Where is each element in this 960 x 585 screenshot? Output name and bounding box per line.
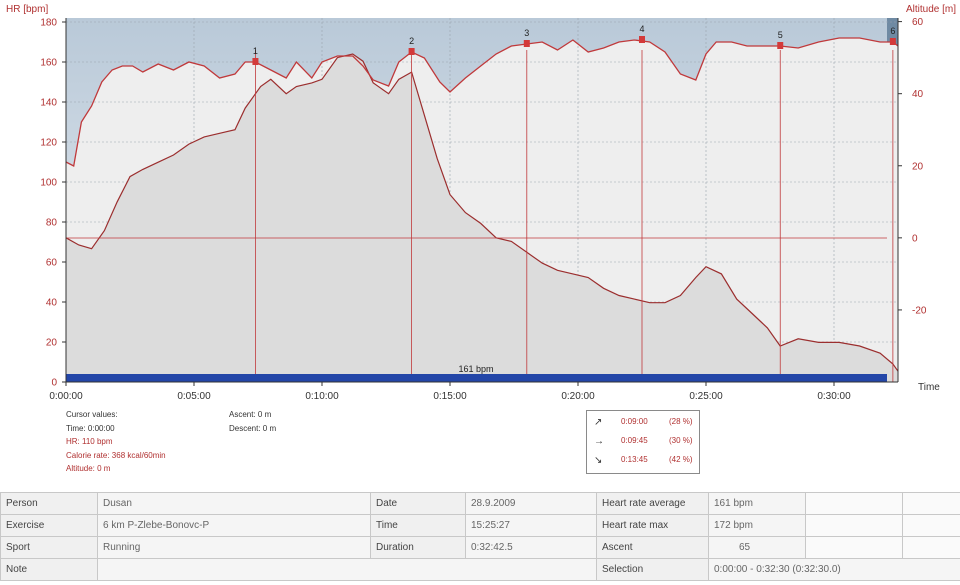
ascent-descent-panel: Ascent: 0 m Descent: 0 m [229,408,276,435]
info-row-exercise: Exercise 6 km P-Zlebe-Bonovc-P Time 15:2… [0,514,960,537]
left-tick-label: 40 [46,298,58,309]
up-arrow-icon: ↗ [594,417,603,428]
lap-label: 5 [778,30,783,40]
uphill-row: ↗ 0:09:00 (28 %) [587,417,699,433]
hr-line [65,37,899,167]
exercise-info-table: Person Dusan Date 28.9.2009 Heart rate a… [0,492,960,581]
cursor-calorie: Calorie rate: 368 kcal/60min [66,450,166,460]
time-axis-label: Time [918,382,940,393]
info-row-sport: Sport Running Duration 0:32:42.5 Ascent … [0,536,960,559]
left-tick-label: 140 [40,98,57,109]
hr-max-value: 172 bpm [708,514,806,537]
x-tick-label: 0:10:00 [305,391,339,402]
cursor-altitude: Altitude: 0 m [66,464,111,473]
uphill-time: 0:09:00 [621,417,648,426]
hr-average-label: Heart rate average [596,492,709,515]
ascent-total-value: 65 [708,536,806,559]
altitude-line [65,53,899,372]
heart-rate-chart[interactable]: 1 2 3 4 5 6 161 bpm 0 20 40 60 80 100 120 140 160 180 -20… [0,0,960,405]
left-tick-label: 80 [46,218,58,229]
sport-value: Running [97,536,371,559]
down-arrow-icon: ↘ [594,455,603,466]
hr-max-label: Heart rate max [596,514,709,537]
hr-average-value: 161 bpm [708,492,806,515]
altitude-axis-label: Altitude [m] [905,4,956,15]
empty-cell [902,514,960,537]
right-arrow-icon: → [594,436,604,447]
altitude-area [66,54,898,382]
time-value: 15:25:27 [465,514,597,537]
left-tick-label: 20 [46,338,58,349]
x-tick-label: 0:15:00 [433,391,467,402]
date-value: 28.9.2009 [465,492,597,515]
flat-time: 0:09:45 [621,436,648,445]
hr-axis-label: HR [bpm] [6,4,49,15]
left-tick-label: 160 [40,58,57,69]
cursor-values-panel: Cursor values: Time: 0:00:00 HR: 110 bpm… [66,408,166,476]
flat-row: → 0:09:45 (30 %) [587,436,699,452]
cursor-hr: HR: 110 bpm [66,437,113,446]
x-tick-label: 0:05:00 [177,391,211,402]
sport-label: Sport [0,536,98,559]
lap-marker [639,36,645,43]
empty-cell [902,492,960,515]
time-label: Time [370,514,466,537]
slope-summary-box: ↗ 0:09:00 (28 %) → 0:09:45 (30 %) ↘ 0:13… [586,410,700,474]
duration-value: 0:32:42.5 [465,536,597,559]
lap-marker [889,38,896,45]
left-tick-label: 180 [40,18,57,29]
note-value[interactable] [97,558,597,581]
uphill-percent: (28 %) [669,417,693,426]
left-tick-label: 60 [46,258,58,269]
right-tick-label: 40 [912,89,924,100]
right-tick-label: 60 [912,17,924,28]
x-tick-label: 0:00:00 [49,391,83,402]
lap-label: 6 [890,26,895,36]
person-value: Dusan [97,492,371,515]
left-tick-label: 100 [40,178,57,189]
lap-marker [252,58,259,65]
selection-value: 0:00:00 - 0:32:30 (0:32:30.0) [708,558,960,581]
lap-label: 4 [639,24,644,34]
flat-percent: (30 %) [669,436,693,445]
x-tick-label: 0:25:00 [689,391,723,402]
lap-marker [408,48,415,55]
descent-value: Descent: 0 m [229,423,277,433]
info-row-person: Person Dusan Date 28.9.2009 Heart rate a… [0,492,960,515]
downhill-time: 0:13:45 [621,455,648,464]
lap-label: 3 [524,28,529,38]
x-tick-label: 0:30:00 [817,391,851,402]
right-tick-label: 0 [912,233,918,244]
left-tick-label: 0 [51,378,57,389]
empty-cell [805,536,903,559]
lap-marker [523,40,530,47]
selection-label: Selection [596,558,709,581]
person-label: Person [0,492,98,515]
lap-label: 1 [253,46,258,56]
lap-label: 2 [409,36,414,46]
average-hr-label: 161 bpm [458,364,493,374]
duration-label: Duration [370,536,466,559]
cursor-title: Cursor values: [66,410,118,419]
cursor-time: Time: 0:00:00 [66,423,115,433]
empty-cell [805,514,903,537]
date-label: Date [370,492,466,515]
right-tick-label: -20 [912,305,927,316]
exercise-label: Exercise [0,514,98,537]
right-tick-label: 20 [912,161,924,172]
ascent-label: Ascent [596,536,709,559]
x-tick-label: 0:20:00 [561,391,595,402]
exercise-value: 6 km P-Zlebe-Bonovc-P [97,514,371,537]
note-label: Note [0,558,98,581]
downhill-percent: (42 %) [669,455,693,464]
left-tick-label: 120 [40,138,57,149]
empty-cell [805,492,903,515]
lap-marker [777,42,784,49]
downhill-row: ↘ 0:13:45 (42 %) [587,455,699,471]
chart-canvas[interactable]: 1 2 3 4 5 6 161 bpm 0 20 40 60 80 100 120 140 160 180 -20… [0,0,960,405]
empty-cell [902,536,960,559]
average-hr-bar [66,374,887,382]
info-row-note: Note Selection 0:00:00 - 0:32:30 (0:32:3… [0,558,960,581]
ascent-value: Ascent: 0 m [229,410,272,419]
